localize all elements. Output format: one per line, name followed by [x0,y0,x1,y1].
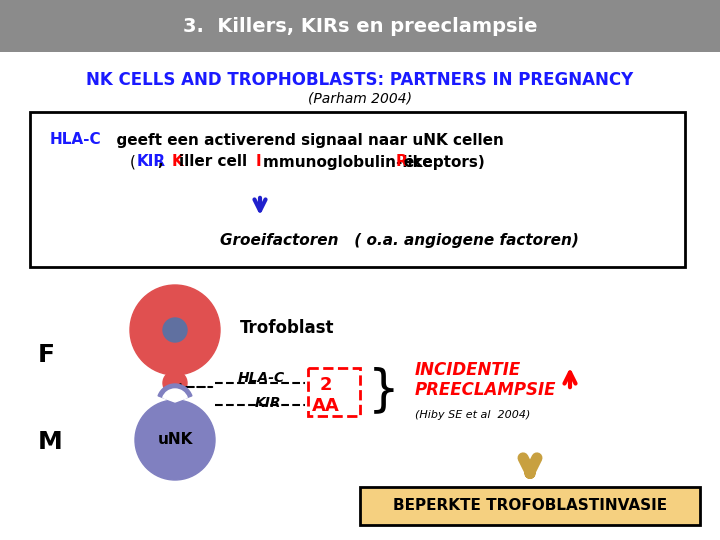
Text: }: } [368,366,400,414]
Text: HLA-C: HLA-C [50,132,102,147]
Text: eceptors): eceptors) [403,154,485,170]
Text: KIR: KIR [137,154,166,170]
Text: (: ( [130,154,136,170]
Text: geeft een activerend signaal naar uNK cellen: geeft een activerend signaal naar uNK ce… [106,132,504,147]
Circle shape [130,285,220,375]
FancyBboxPatch shape [360,487,700,525]
Text: M: M [38,430,63,454]
Text: I: I [256,154,261,170]
Circle shape [163,371,187,395]
Text: iller cell: iller cell [179,154,253,170]
Text: Trofoblast: Trofoblast [240,319,335,337]
Circle shape [135,400,215,480]
Text: ,: , [158,154,169,170]
Wedge shape [158,384,192,402]
Text: F: F [38,343,55,367]
Text: HLA-C: HLA-C [238,371,285,385]
Circle shape [163,318,187,342]
Wedge shape [163,389,187,402]
Text: NK CELLS AND TROPHOBLASTS: PARTNERS IN PREGNANCY: NK CELLS AND TROPHOBLASTS: PARTNERS IN P… [86,71,634,89]
Text: uNK: uNK [157,433,193,448]
Text: 3.  Killers, KIRs en preeclampsie: 3. Killers, KIRs en preeclampsie [183,17,537,36]
FancyBboxPatch shape [0,0,720,52]
Text: AA: AA [312,397,340,415]
FancyBboxPatch shape [30,112,685,267]
Text: (Hiby SE et al  2004): (Hiby SE et al 2004) [415,410,531,420]
Text: (Parham 2004): (Parham 2004) [308,91,412,105]
Text: INCIDENTIE
PREECLAMPSIE: INCIDENTIE PREECLAMPSIE [415,361,557,400]
Text: mmunoglobulin-like: mmunoglobulin-like [263,154,438,170]
FancyBboxPatch shape [308,368,360,416]
Text: Groeifactoren   ( o.a. angiogene factoren): Groeifactoren ( o.a. angiogene factoren) [220,233,579,247]
Text: BEPERKTE TROFOBLASTINVASIE: BEPERKTE TROFOBLASTINVASIE [393,498,667,514]
Text: 2: 2 [320,376,332,394]
Text: KIR: KIR [255,396,282,410]
Text: K: K [172,154,184,170]
Text: R: R [396,154,408,170]
